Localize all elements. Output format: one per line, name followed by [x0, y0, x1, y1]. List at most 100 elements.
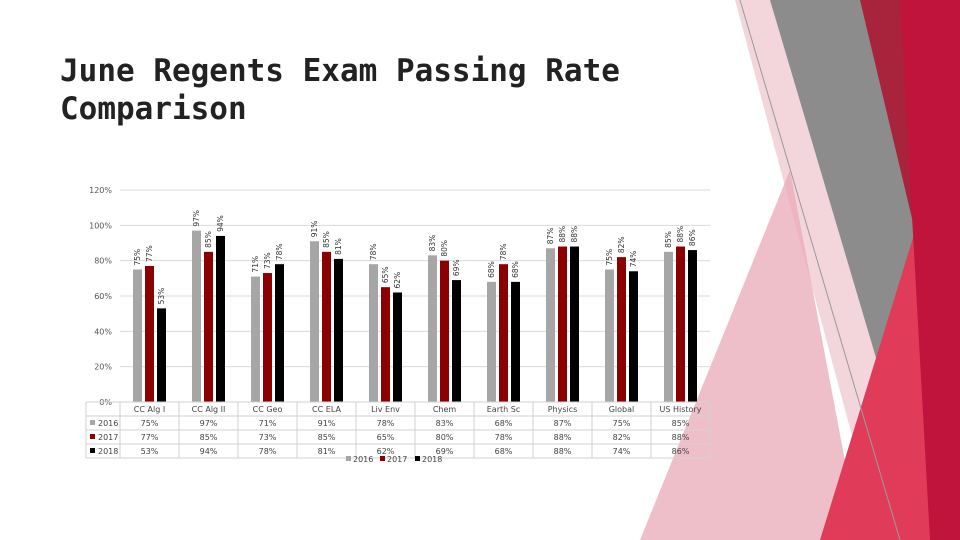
y-tick-label: 120% [89, 186, 112, 195]
data-table-cell: 69% [436, 447, 454, 456]
data-table-cell: 88% [554, 447, 572, 456]
category-label: Chem [433, 405, 457, 414]
category-label: CC Alg II [192, 405, 226, 414]
y-tick-label: 100% [89, 221, 112, 230]
data-label: 75% [133, 249, 142, 266]
data-label: 87% [546, 228, 555, 245]
legend-label: 2017 [387, 455, 407, 464]
bar [263, 273, 272, 402]
category-label: Global [609, 405, 635, 414]
legend-label: 2016 [353, 455, 373, 464]
data-label: 53% [157, 288, 166, 305]
data-label: 69% [452, 259, 461, 276]
category-label: US History [660, 405, 702, 414]
data-label: 85% [322, 231, 331, 248]
bar [145, 265, 154, 402]
data-label: 94% [216, 215, 225, 232]
data-label: 88% [676, 226, 685, 243]
bar [499, 264, 508, 402]
data-table-cell: 53% [141, 447, 159, 456]
bar [546, 248, 555, 402]
category-label: Physics [548, 405, 578, 414]
data-label: 75% [605, 249, 614, 266]
data-label: 77% [145, 245, 154, 262]
data-table-swatch [90, 448, 95, 453]
data-table-cell: 78% [495, 433, 513, 442]
data-label: 88% [558, 226, 567, 243]
bar [570, 246, 579, 402]
data-table-cell: 71% [259, 419, 277, 428]
data-label: 80% [440, 240, 449, 257]
bar [310, 241, 319, 402]
data-table-cell: 88% [554, 433, 572, 442]
data-table-series-label: 2018 [98, 447, 118, 456]
data-label: 85% [664, 231, 673, 248]
data-table-cell: 88% [672, 433, 690, 442]
data-table-cell: 85% [318, 433, 336, 442]
data-table-cell: 80% [436, 433, 454, 442]
data-table-cell: 68% [495, 419, 513, 428]
y-tick-label: 40% [94, 327, 112, 336]
bar [369, 264, 378, 402]
bar [216, 235, 225, 402]
data-table-cell: 77% [141, 433, 159, 442]
data-label: 71% [251, 256, 260, 273]
bar [664, 251, 673, 402]
bar [204, 251, 213, 402]
bar [605, 269, 614, 402]
data-label: 78% [369, 244, 378, 261]
category-label: Liv Env [371, 405, 400, 414]
data-label: 68% [487, 261, 496, 278]
data-table-swatch [90, 420, 95, 425]
data-table-cell: 81% [318, 447, 336, 456]
data-table-cell: 94% [200, 447, 218, 456]
data-table-cell: 87% [554, 419, 572, 428]
deco-pink-triangle [640, 170, 860, 540]
data-label: 91% [310, 221, 319, 238]
data-label: 74% [629, 251, 638, 268]
data-label: 86% [688, 229, 697, 246]
data-table-cell: 75% [613, 419, 631, 428]
bar [452, 280, 461, 402]
category-label: CC ELA [312, 405, 341, 414]
bar [511, 281, 520, 402]
bar [487, 281, 496, 402]
bar [617, 257, 626, 402]
data-table-cell: 82% [613, 433, 631, 442]
data-table-cell: 68% [495, 447, 513, 456]
legend-swatch [346, 456, 351, 461]
category-label: Earth Sc [487, 405, 520, 414]
data-label: 85% [204, 231, 213, 248]
legend-swatch [380, 456, 385, 461]
category-label: CC Geo [253, 405, 283, 414]
data-table-cell: 85% [200, 433, 218, 442]
bar [440, 260, 449, 402]
data-label: 82% [617, 236, 626, 253]
data-table-cell: 86% [672, 447, 690, 456]
bar [275, 264, 284, 402]
data-table-series-label: 2017 [98, 433, 118, 442]
data-table-cell: 74% [613, 447, 631, 456]
data-table-cell: 65% [377, 433, 395, 442]
data-label: 97% [192, 210, 201, 227]
deco-crimson-band [900, 0, 960, 540]
y-tick-label: 20% [94, 363, 112, 372]
slide-title: June Regents Exam Passing Rate Compariso… [60, 53, 620, 127]
bar [192, 230, 201, 402]
category-label: CC Alg I [134, 405, 165, 414]
bar [393, 292, 402, 402]
data-table-cell: 78% [259, 447, 277, 456]
bar [133, 269, 142, 402]
data-label: 73% [263, 252, 272, 269]
bar [558, 246, 567, 402]
data-table-cell: 83% [436, 419, 454, 428]
data-table-cell: 62% [377, 447, 395, 456]
data-label: 62% [393, 272, 402, 289]
data-label: 81% [334, 238, 343, 255]
data-table-cell: 85% [672, 419, 690, 428]
y-tick-label: 60% [94, 292, 112, 301]
legend-swatch [415, 456, 420, 461]
bar [157, 308, 166, 402]
